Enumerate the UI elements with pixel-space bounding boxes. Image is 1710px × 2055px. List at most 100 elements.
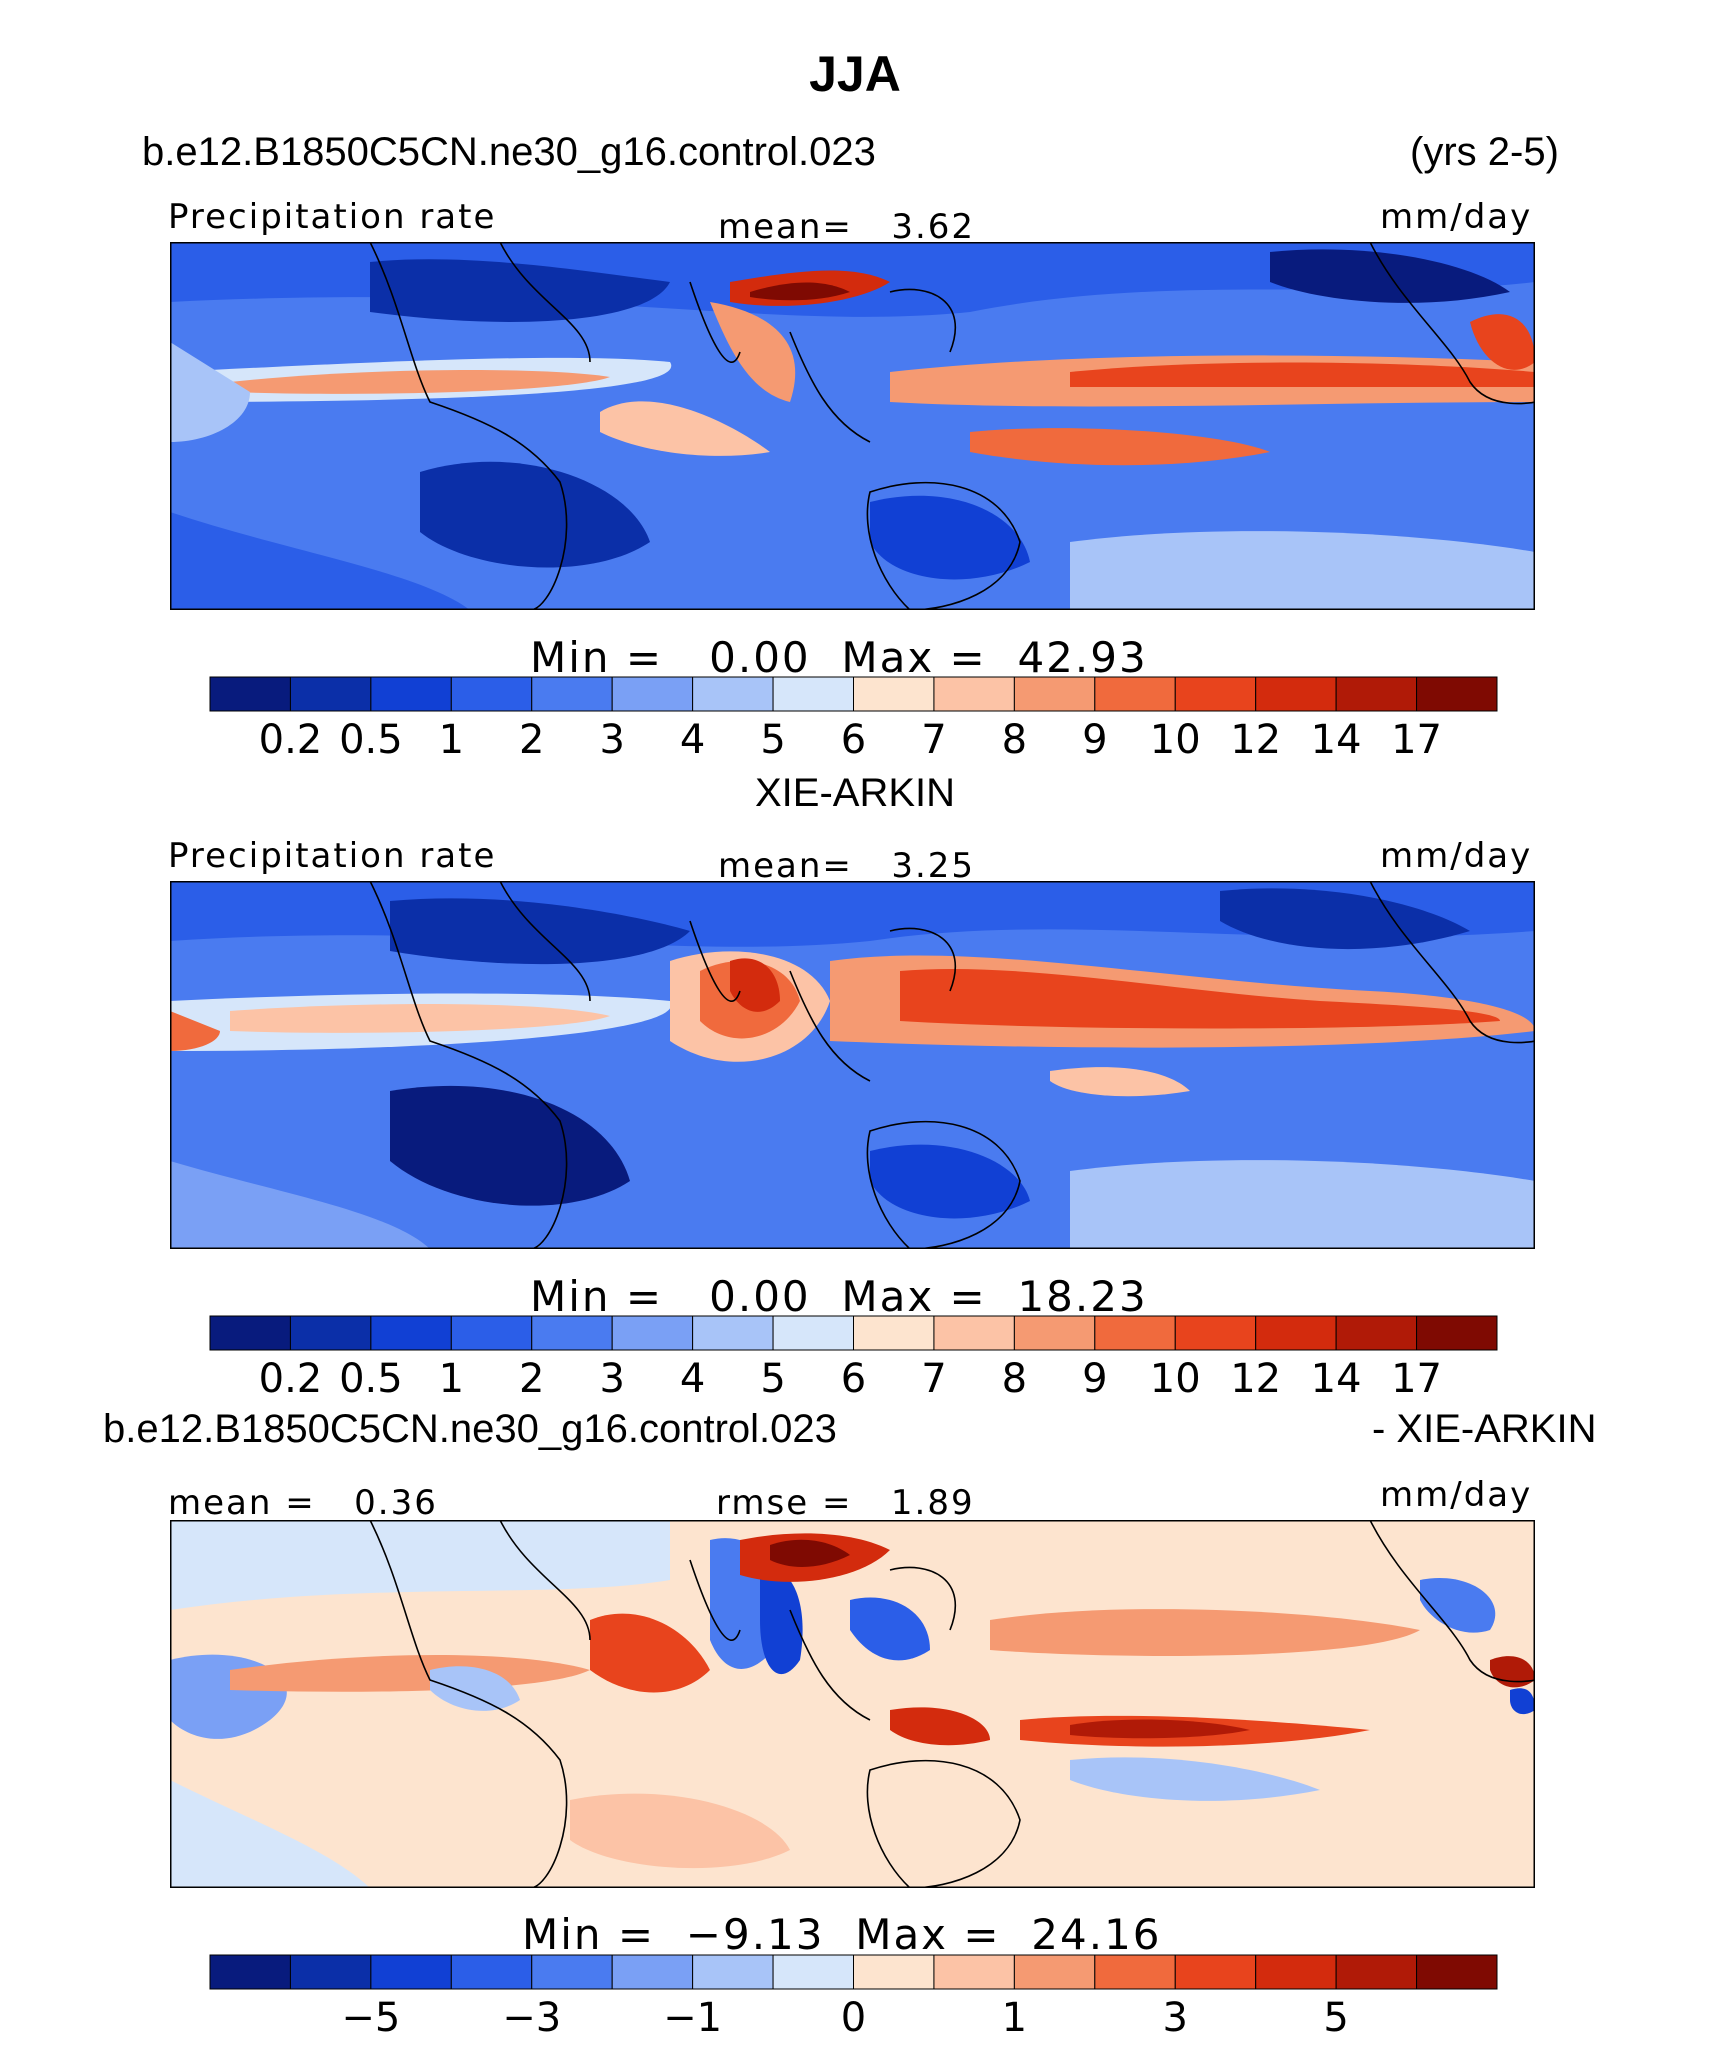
colorbar-swatch bbox=[853, 1954, 935, 1990]
colorbar-tick-label: 1 bbox=[439, 1356, 464, 1402]
panel1-units: mm/day bbox=[1380, 197, 1533, 237]
panel2-dataset-name: XIE-ARKIN bbox=[754, 771, 956, 815]
colorbar-swatch bbox=[611, 1954, 694, 1990]
colorbar-swatch bbox=[1174, 676, 1257, 712]
colorbar-tick-label: 5 bbox=[1323, 1995, 1348, 2041]
colorbar-swatch bbox=[611, 676, 694, 712]
colorbar-swatch bbox=[531, 676, 613, 712]
panel2-units: mm/day bbox=[1380, 836, 1533, 876]
colorbar-tick-label: 3 bbox=[599, 1356, 624, 1402]
colorbar-tick-label: 0.2 bbox=[259, 1356, 323, 1402]
panel3-case-name: b.e12.B1850C5CN.ne30_g16.control.023 bbox=[103, 1407, 837, 1451]
colorbar-swatch bbox=[853, 1315, 935, 1351]
colorbar-swatch bbox=[933, 676, 1015, 712]
colorbar-swatch bbox=[772, 1954, 854, 1990]
colorbar-swatch bbox=[1174, 1315, 1257, 1351]
colorbar-swatch bbox=[450, 1315, 533, 1351]
panel1-minmax: Min = 0.00 Max = 42.93 bbox=[530, 633, 1148, 682]
colorbar-swatch bbox=[450, 1954, 533, 1990]
colorbar-swatch bbox=[1255, 676, 1337, 712]
colorbar-swatch bbox=[531, 1954, 613, 1990]
colorbar-tick-label: 5 bbox=[760, 1356, 785, 1402]
panel2-minmax: Min = 0.00 Max = 18.23 bbox=[530, 1272, 1148, 1321]
colorbar-tick-label: 3 bbox=[1163, 1995, 1188, 2041]
panel2-mean-label: mean= 3.25 bbox=[718, 846, 976, 886]
colorbar-tick-label: 7 bbox=[921, 1356, 946, 1402]
panel3-rmse-label: rmse = 1.89 bbox=[716, 1483, 975, 1523]
colorbar-tick-label: 14 bbox=[1311, 717, 1362, 763]
colorbar-swatch bbox=[772, 1315, 854, 1351]
colorbar-swatch bbox=[692, 1954, 774, 1990]
colorbar-swatch bbox=[692, 676, 774, 712]
colorbar-swatch bbox=[289, 1315, 372, 1351]
panel2-variable-label: Precipitation rate bbox=[168, 836, 497, 876]
colorbar-tick-label: 1 bbox=[1002, 1995, 1027, 2041]
colorbar-tick-label: 12 bbox=[1230, 1356, 1281, 1402]
colorbar-swatch bbox=[531, 1315, 613, 1351]
colorbar-tick-label: 17 bbox=[1391, 1356, 1442, 1402]
colorbar-swatch bbox=[370, 676, 452, 712]
colorbar-tick-label: −1 bbox=[663, 1995, 722, 2041]
colorbar-tick-label: 12 bbox=[1230, 717, 1281, 763]
colorbar-swatch bbox=[1335, 1954, 1418, 1990]
figure-title: JJA bbox=[809, 46, 901, 102]
colorbar-tick-label: 0 bbox=[841, 1995, 866, 2041]
colorbar-swatch bbox=[209, 676, 291, 712]
colorbar-tick-label: 17 bbox=[1391, 717, 1442, 763]
panel2-map bbox=[170, 881, 1535, 1249]
colorbar-swatch bbox=[1174, 1954, 1257, 1990]
colorbar-tick-label: 9 bbox=[1082, 717, 1107, 763]
colorbar-swatch bbox=[1094, 676, 1176, 712]
colorbar-swatch bbox=[853, 676, 935, 712]
colorbar-swatch bbox=[692, 1315, 774, 1351]
colorbar-tick-label: 0.5 bbox=[339, 717, 403, 763]
colorbar-tick-label: 10 bbox=[1150, 1356, 1201, 1402]
colorbar-tick-label: 2 bbox=[519, 717, 544, 763]
colorbar-swatch bbox=[1416, 1954, 1498, 1990]
colorbar-swatch bbox=[1335, 1315, 1418, 1351]
colorbar-swatch bbox=[1335, 676, 1418, 712]
colorbar-tick-label: 9 bbox=[1082, 1356, 1107, 1402]
colorbar-swatch bbox=[370, 1954, 452, 1990]
colorbar-swatch bbox=[1416, 676, 1498, 712]
colorbar-tick-label: 6 bbox=[841, 1356, 866, 1402]
colorbar-swatch bbox=[933, 1315, 1015, 1351]
colorbar-swatch bbox=[1013, 1315, 1096, 1351]
colorbar-swatch bbox=[289, 676, 372, 712]
panel1-mean-label: mean= 3.62 bbox=[718, 207, 976, 247]
panel3-mean-label: mean = 0.36 bbox=[168, 1483, 438, 1523]
colorbar-tick-label: 1 bbox=[439, 717, 464, 763]
colorbar-tick-label: 0.2 bbox=[259, 717, 323, 763]
colorbar-tick-label: 0.5 bbox=[339, 1356, 403, 1402]
colorbar-swatch bbox=[1013, 1954, 1096, 1990]
panel1-colorbar: 0.2 0.5 1 2 3 4 5 6 7 8 9 10 12 14 17 bbox=[209, 676, 1498, 763]
colorbar-swatch bbox=[1255, 1315, 1337, 1351]
colorbar-swatch bbox=[209, 1315, 291, 1351]
colorbar-swatch bbox=[370, 1315, 452, 1351]
panel3-minus-dataset: - XIE-ARKIN bbox=[1372, 1407, 1597, 1451]
colorbar-swatch bbox=[1416, 1315, 1498, 1351]
colorbar-tick-label: 2 bbox=[519, 1356, 544, 1402]
colorbar-swatch bbox=[933, 1954, 1015, 1990]
panel3-units: mm/day bbox=[1380, 1475, 1533, 1515]
colorbar-tick-label: 4 bbox=[680, 717, 705, 763]
colorbar-tick-label: 14 bbox=[1311, 1356, 1362, 1402]
colorbar-tick-label: 3 bbox=[599, 717, 624, 763]
panel3-map bbox=[170, 1520, 1535, 1888]
panel2-colorbar: 0.2 0.5 1 2 3 4 5 6 7 8 9 10 12 14 17 bbox=[209, 1315, 1498, 1402]
panel1-years: (yrs 2-5) bbox=[1410, 130, 1559, 174]
colorbar-swatch bbox=[772, 676, 854, 712]
colorbar-swatch bbox=[289, 1954, 372, 1990]
colorbar-tick-label: 10 bbox=[1150, 717, 1201, 763]
colorbar-swatch bbox=[450, 676, 533, 712]
colorbar-swatch bbox=[1094, 1315, 1176, 1351]
colorbar-tick-label: 5 bbox=[760, 717, 785, 763]
colorbar-swatch bbox=[1013, 676, 1096, 712]
colorbar-tick-label: 7 bbox=[921, 717, 946, 763]
colorbar-swatch bbox=[611, 1315, 694, 1351]
panel1-map bbox=[170, 242, 1535, 610]
colorbar-swatch bbox=[1255, 1954, 1337, 1990]
colorbar-tick-label: 8 bbox=[1002, 717, 1027, 763]
colorbar-tick-label: 8 bbox=[1002, 1356, 1027, 1402]
colorbar-tick-label: 6 bbox=[841, 717, 866, 763]
